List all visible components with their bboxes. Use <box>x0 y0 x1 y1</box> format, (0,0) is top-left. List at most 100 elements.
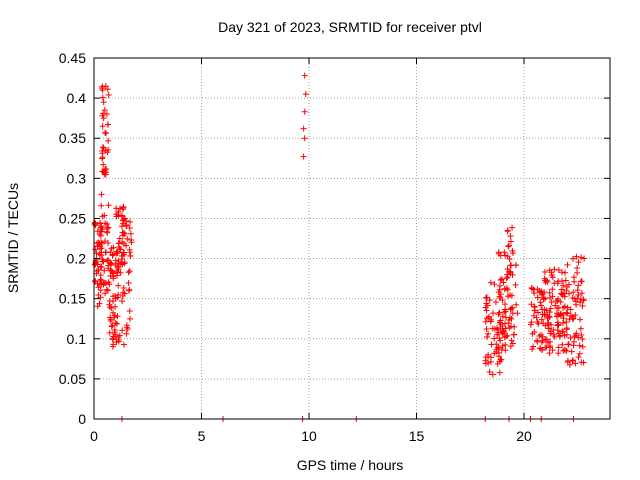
data-point <box>488 341 495 348</box>
y-tick-label: 0.35 <box>59 130 86 146</box>
data-point <box>578 254 585 261</box>
data-point <box>569 357 576 364</box>
data-point <box>113 268 120 275</box>
data-point <box>491 335 498 342</box>
data-point <box>119 298 126 305</box>
plot-frame <box>93 57 611 420</box>
data-point <box>99 256 106 263</box>
data-point <box>531 328 538 335</box>
data-point <box>507 270 514 277</box>
data-point <box>509 310 516 317</box>
data-point <box>565 281 572 288</box>
data-point <box>115 211 122 218</box>
data-point <box>113 205 120 212</box>
data-point <box>496 369 503 376</box>
data-point <box>124 326 131 333</box>
data-point <box>546 289 553 296</box>
data-point <box>530 286 537 293</box>
data-point <box>108 323 115 330</box>
data-point <box>563 326 570 333</box>
data-point <box>544 315 551 322</box>
data-point <box>119 239 126 246</box>
data-point <box>558 269 565 276</box>
data-point <box>302 91 309 98</box>
data-point <box>563 287 570 294</box>
data-point <box>300 153 307 160</box>
data-point <box>125 280 132 287</box>
data-point <box>113 339 120 346</box>
data-point <box>98 277 105 284</box>
data-point <box>572 298 579 305</box>
data-point <box>509 340 516 347</box>
data-point <box>496 293 503 300</box>
data-point <box>496 309 503 316</box>
data-point <box>499 330 506 337</box>
data-point <box>551 266 558 273</box>
data-point <box>301 108 308 115</box>
data-point <box>558 310 565 317</box>
data-point <box>544 321 551 328</box>
data-point <box>556 333 563 340</box>
data-point <box>569 313 576 320</box>
data-point <box>528 319 535 326</box>
data-point <box>504 265 511 272</box>
data-point <box>501 249 508 256</box>
data-point <box>573 330 580 337</box>
data-point <box>101 212 108 219</box>
data-point <box>559 277 566 284</box>
data-point <box>111 329 118 336</box>
data-point <box>113 320 120 327</box>
data-point <box>538 302 545 309</box>
data-point <box>109 322 116 329</box>
data-point <box>100 161 107 168</box>
data-point <box>507 306 514 313</box>
data-point <box>534 309 541 316</box>
data-point <box>570 289 577 296</box>
data-point <box>99 144 106 151</box>
data-point <box>555 344 562 351</box>
data-point <box>545 319 552 326</box>
data-point <box>120 341 127 348</box>
y-tick-label: 0.2 <box>67 251 87 267</box>
data-point <box>484 333 491 340</box>
data-point <box>542 279 549 286</box>
data-point <box>114 313 121 320</box>
data-point <box>502 347 509 354</box>
data-point <box>105 224 112 231</box>
data-point <box>105 239 112 246</box>
x-axis-ticks: 0 5 10 15 20 <box>90 58 532 444</box>
data-point <box>565 341 572 348</box>
grid-lines <box>94 58 610 419</box>
data-point <box>577 316 584 323</box>
data-point <box>511 331 518 338</box>
data-point <box>513 301 520 308</box>
data-point <box>496 358 503 365</box>
x-tick-label: 15 <box>409 428 425 444</box>
data-point <box>108 245 115 252</box>
data-point <box>100 115 107 122</box>
data-point <box>575 334 582 341</box>
data-point <box>300 125 307 132</box>
data-point <box>107 316 114 323</box>
data-point <box>548 299 555 306</box>
data-point <box>124 235 131 242</box>
data-point <box>115 282 122 289</box>
data-point <box>551 280 558 287</box>
y-tick-label: 0.1 <box>67 331 87 347</box>
data-point <box>528 301 535 308</box>
data-point <box>126 308 133 315</box>
data-point <box>501 301 508 308</box>
data-point <box>108 305 115 312</box>
data-point <box>119 327 126 334</box>
data-point <box>497 317 504 324</box>
data-point <box>95 292 102 299</box>
data-point <box>560 282 567 289</box>
data-point <box>122 242 129 249</box>
data-point <box>504 332 511 339</box>
data-point <box>98 240 105 247</box>
data-point <box>120 204 127 211</box>
data-point <box>504 274 511 281</box>
data-point <box>504 271 511 278</box>
data-point <box>101 267 108 274</box>
data-point <box>507 238 514 245</box>
